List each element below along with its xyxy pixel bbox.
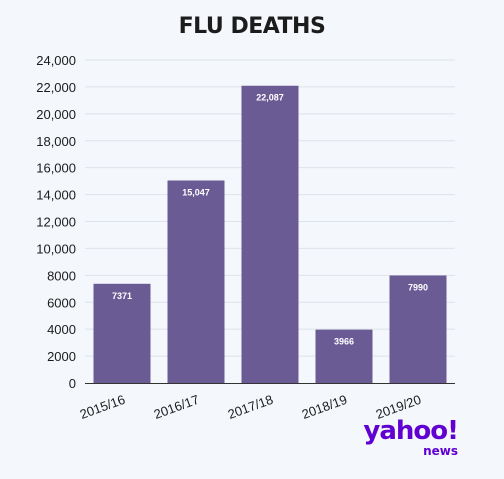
- bar-data-label: 7990: [408, 282, 428, 292]
- logo-brand: yahoo!: [363, 416, 459, 446]
- y-tick-label: 10,000: [36, 241, 76, 256]
- bar: [93, 283, 151, 383]
- y-tick-label: 22,000: [36, 80, 76, 95]
- bar-data-label: 3966: [334, 337, 354, 347]
- y-tick-label: 20,000: [36, 107, 76, 122]
- y-tick-label: 4000: [47, 322, 76, 337]
- bar-data-label: 22,087: [256, 93, 284, 103]
- x-tick-label: 2015/16: [78, 392, 127, 422]
- yahoo-news-logo: yahoo! news: [363, 416, 459, 458]
- bar-data-label: 15,047: [182, 187, 210, 197]
- bar-data-label: 7371: [112, 291, 132, 301]
- y-tick-label: 6000: [47, 295, 76, 310]
- bar: [389, 275, 447, 383]
- bar: [241, 85, 299, 383]
- bar: [315, 329, 373, 383]
- y-tick-label: 14,000: [36, 188, 76, 203]
- logo-sub: news: [423, 444, 458, 458]
- y-tick-label: 18,000: [36, 134, 76, 149]
- chart-title: FLU DEATHS: [178, 14, 326, 39]
- x-tick-label: 2017/18: [226, 392, 275, 422]
- y-tick-label: 0: [69, 376, 76, 391]
- x-tick-label: 2016/17: [152, 392, 201, 422]
- y-tick-label: 12,000: [36, 215, 76, 230]
- y-tick-label: 24,000: [36, 53, 76, 68]
- bar: [167, 180, 225, 383]
- y-tick-label: 2000: [47, 349, 76, 364]
- y-tick-label: 16,000: [36, 161, 76, 176]
- x-tick-label: 2018/19: [300, 392, 349, 422]
- y-tick-label: 8000: [47, 268, 76, 283]
